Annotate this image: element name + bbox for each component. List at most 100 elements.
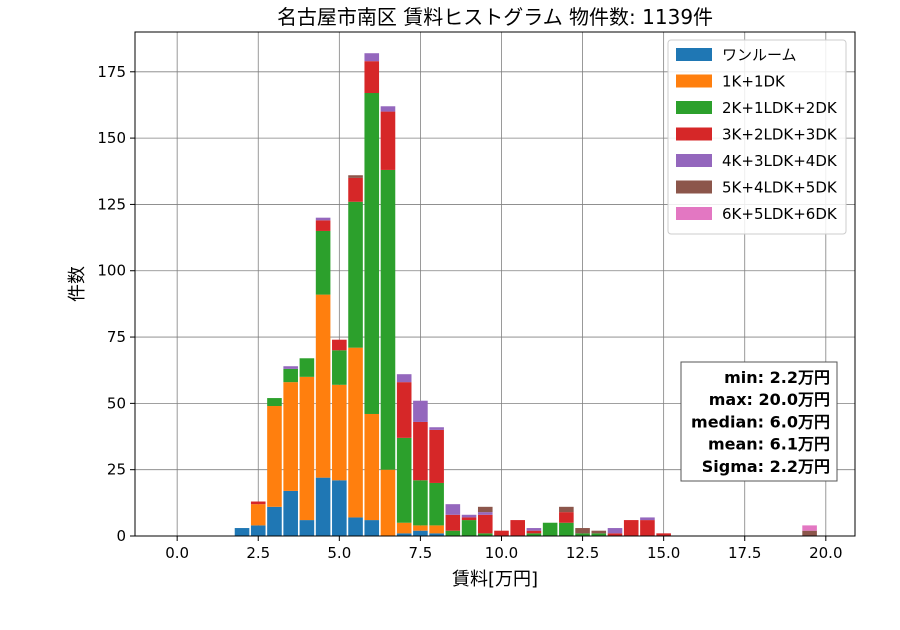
x-tick-label: 2.5 bbox=[246, 544, 270, 562]
bar-segment bbox=[348, 201, 363, 348]
stats-box: min: 2.2万円 max: 20.0万円 median: 6.0万円 mean: … bbox=[680, 361, 838, 482]
bar-segment bbox=[607, 528, 623, 534]
bar-segment bbox=[429, 525, 444, 534]
x-tick-label: 10.0 bbox=[485, 544, 518, 562]
stats-line: median: 6.0万円 bbox=[691, 412, 830, 431]
stats-line: mean: 6.1万円 bbox=[708, 435, 830, 454]
bar-segment bbox=[315, 220, 331, 231]
bar-segment bbox=[640, 517, 655, 521]
bar-segment bbox=[477, 506, 493, 513]
x-axis-ticks: 0.0 2.5 5.0 7.5 10.0 12.5 15.0 17.5 20.0 bbox=[165, 536, 843, 562]
bar-segment bbox=[299, 520, 315, 536]
bar-segment bbox=[332, 480, 347, 536]
bar-segment bbox=[461, 520, 477, 536]
bar-segment bbox=[429, 429, 444, 483]
stats-line: Sigma: 2.2万円 bbox=[702, 457, 830, 476]
y-tick-label: 75 bbox=[107, 328, 126, 346]
bar-segment bbox=[315, 217, 331, 221]
bar-segment bbox=[348, 177, 363, 202]
bar-segment bbox=[429, 427, 444, 430]
legend-swatch bbox=[676, 154, 712, 167]
bar-segment bbox=[429, 482, 444, 526]
bar-segment bbox=[445, 504, 461, 515]
y-tick-label: 150 bbox=[97, 129, 126, 147]
legend-swatch bbox=[676, 207, 712, 220]
bar-segment bbox=[413, 525, 428, 531]
bar-segment bbox=[396, 374, 412, 383]
x-axis-label: 賃料[万円] bbox=[452, 569, 538, 590]
x-tick-label: 0.0 bbox=[165, 544, 189, 562]
x-tick-label: 12.5 bbox=[566, 544, 599, 562]
bar-segment bbox=[526, 533, 542, 536]
bar-segment bbox=[283, 366, 298, 369]
bar-segment bbox=[575, 533, 590, 536]
legend-swatch bbox=[676, 101, 712, 114]
bar-segment bbox=[315, 294, 331, 478]
bar-segment bbox=[429, 533, 444, 536]
bar-segment bbox=[380, 111, 396, 170]
bar-segment bbox=[413, 480, 428, 526]
bar-segment bbox=[640, 520, 655, 536]
bar-segment bbox=[396, 382, 412, 438]
bar-segment bbox=[396, 533, 412, 536]
legend-swatch bbox=[676, 48, 712, 61]
bar-segment bbox=[526, 528, 542, 531]
legend-swatch bbox=[676, 74, 712, 88]
x-tick-label: 15.0 bbox=[647, 544, 680, 562]
bar-segment bbox=[364, 61, 380, 94]
bar-segment bbox=[283, 490, 298, 536]
bar-segment bbox=[623, 520, 639, 536]
legend-swatch bbox=[676, 127, 712, 141]
legend-label: 2K+1LDK+2DK bbox=[722, 99, 838, 117]
bar-segment bbox=[591, 530, 607, 534]
stats-box-frame bbox=[680, 361, 838, 482]
stats-line: max: 20.0万円 bbox=[709, 390, 830, 409]
bar-segment bbox=[477, 512, 493, 515]
bar-segment bbox=[348, 347, 363, 518]
chart-title: 名古屋市南区 賃料ヒストグラム 物件数: 1139件 bbox=[277, 5, 713, 29]
bar-segment bbox=[332, 339, 347, 351]
legend-label: 3K+2LDK+3DK bbox=[722, 126, 838, 144]
bar-segment bbox=[364, 93, 380, 414]
y-axis-label: 件数 bbox=[67, 266, 88, 302]
bar-segment bbox=[332, 350, 347, 385]
bar-segment bbox=[348, 175, 363, 178]
legend-label: 1K+1DK bbox=[722, 73, 786, 91]
bar-segment bbox=[267, 506, 282, 536]
legend-label: 4K+3LDK+4DK bbox=[722, 152, 838, 170]
x-tick-label: 5.0 bbox=[327, 544, 351, 562]
y-tick-label: 125 bbox=[97, 195, 126, 213]
y-tick-label: 0 bbox=[116, 527, 126, 545]
x-tick-label: 17.5 bbox=[728, 544, 761, 562]
bar-segment bbox=[234, 528, 250, 536]
bar-segment bbox=[396, 437, 412, 523]
bar-segment bbox=[526, 530, 542, 534]
x-tick-label: 20.0 bbox=[809, 544, 842, 562]
bar-segment bbox=[559, 512, 574, 523]
bar-segment bbox=[283, 382, 298, 491]
legend-label: 5K+4LDK+5DK bbox=[722, 179, 838, 197]
y-axis-ticks: 0 25 50 75 100 125 150 175 bbox=[97, 63, 135, 545]
bar-segment bbox=[445, 530, 461, 536]
bar-segment bbox=[477, 514, 493, 534]
bar-segment bbox=[396, 522, 412, 534]
bar-segment bbox=[591, 533, 607, 536]
bar-segment bbox=[250, 504, 266, 526]
bar-segment bbox=[299, 358, 315, 377]
bar-segment bbox=[364, 413, 380, 521]
bar-segment bbox=[380, 169, 396, 470]
bar-segment bbox=[445, 514, 461, 531]
x-tick-label: 7.5 bbox=[408, 544, 432, 562]
stats-line: min: 2.2万円 bbox=[724, 368, 830, 387]
bar-segment bbox=[380, 106, 396, 112]
bar-segment bbox=[802, 530, 817, 536]
bar-segment bbox=[413, 421, 428, 481]
y-tick-label: 100 bbox=[97, 262, 126, 280]
bar-segment bbox=[315, 230, 331, 295]
bar-segment bbox=[607, 533, 623, 536]
bar-segment bbox=[364, 53, 380, 62]
stacked-bars bbox=[234, 53, 817, 536]
legend-label: ワンルーム bbox=[722, 46, 797, 64]
bar-segment bbox=[461, 514, 477, 518]
